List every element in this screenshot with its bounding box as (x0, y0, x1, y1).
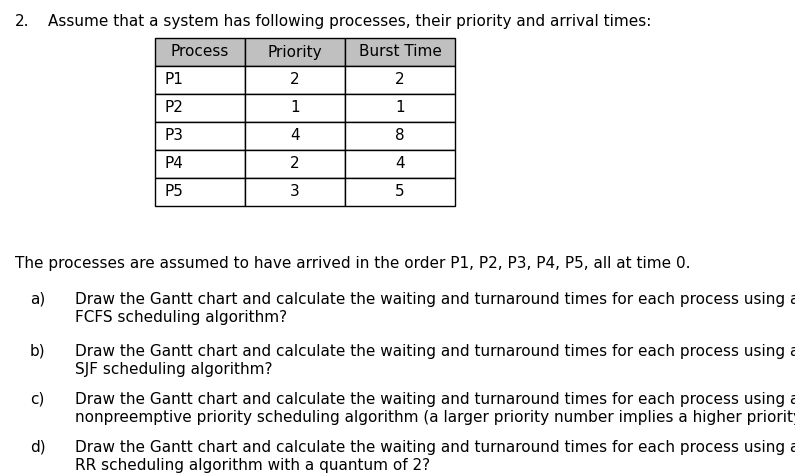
Text: 2.: 2. (15, 14, 29, 29)
Text: P1: P1 (165, 72, 184, 88)
Text: Draw the Gantt chart and calculate the waiting and turnaround times for each pro: Draw the Gantt chart and calculate the w… (75, 292, 795, 307)
Bar (345, 94, 455, 122)
Text: Process: Process (171, 44, 229, 60)
Text: SJF scheduling algorithm?: SJF scheduling algorithm? (75, 362, 273, 377)
Bar (245, 150, 345, 178)
Text: b): b) (30, 344, 45, 359)
Text: 8: 8 (395, 129, 405, 143)
Bar (155, 94, 245, 122)
Text: P3: P3 (165, 129, 184, 143)
Bar (345, 38, 455, 66)
Text: 1: 1 (395, 100, 405, 116)
Bar (245, 94, 345, 122)
Bar (155, 122, 245, 150)
Text: P2: P2 (165, 100, 184, 116)
Bar (345, 178, 455, 206)
Text: 1: 1 (290, 100, 300, 116)
Bar (245, 38, 345, 66)
Bar (345, 150, 455, 178)
Bar (245, 122, 345, 150)
Text: 2: 2 (395, 72, 405, 88)
Bar (155, 150, 245, 178)
Bar (155, 38, 245, 66)
Text: 4: 4 (395, 157, 405, 171)
Text: Draw the Gantt chart and calculate the waiting and turnaround times for each pro: Draw the Gantt chart and calculate the w… (75, 392, 795, 407)
Text: P4: P4 (165, 157, 184, 171)
Text: P5: P5 (165, 185, 184, 199)
Text: Draw the Gantt chart and calculate the waiting and turnaround times for each pro: Draw the Gantt chart and calculate the w… (75, 440, 795, 455)
Text: Draw the Gantt chart and calculate the waiting and turnaround times for each pro: Draw the Gantt chart and calculate the w… (75, 344, 795, 359)
Text: c): c) (30, 392, 45, 407)
Text: a): a) (30, 292, 45, 307)
Text: The processes are assumed to have arrived in the order P1, P2, P3, P4, P5, all a: The processes are assumed to have arrive… (15, 256, 691, 271)
Text: d): d) (30, 440, 45, 455)
Text: 3: 3 (290, 185, 300, 199)
Text: 2: 2 (290, 72, 300, 88)
Text: RR scheduling algorithm with a quantum of 2?: RR scheduling algorithm with a quantum o… (75, 458, 430, 473)
Text: Burst Time: Burst Time (359, 44, 441, 60)
Text: Priority: Priority (268, 44, 322, 60)
Text: Assume that a system has following processes, their priority and arrival times:: Assume that a system has following proce… (48, 14, 651, 29)
Bar (245, 66, 345, 94)
Text: nonpreemptive priority scheduling algorithm (a larger priority number implies a : nonpreemptive priority scheduling algori… (75, 410, 795, 425)
Bar (155, 66, 245, 94)
Bar (155, 178, 245, 206)
Bar (345, 122, 455, 150)
Bar (345, 66, 455, 94)
Text: 5: 5 (395, 185, 405, 199)
Text: 4: 4 (290, 129, 300, 143)
Text: FCFS scheduling algorithm?: FCFS scheduling algorithm? (75, 310, 287, 325)
Bar (245, 178, 345, 206)
Text: 2: 2 (290, 157, 300, 171)
